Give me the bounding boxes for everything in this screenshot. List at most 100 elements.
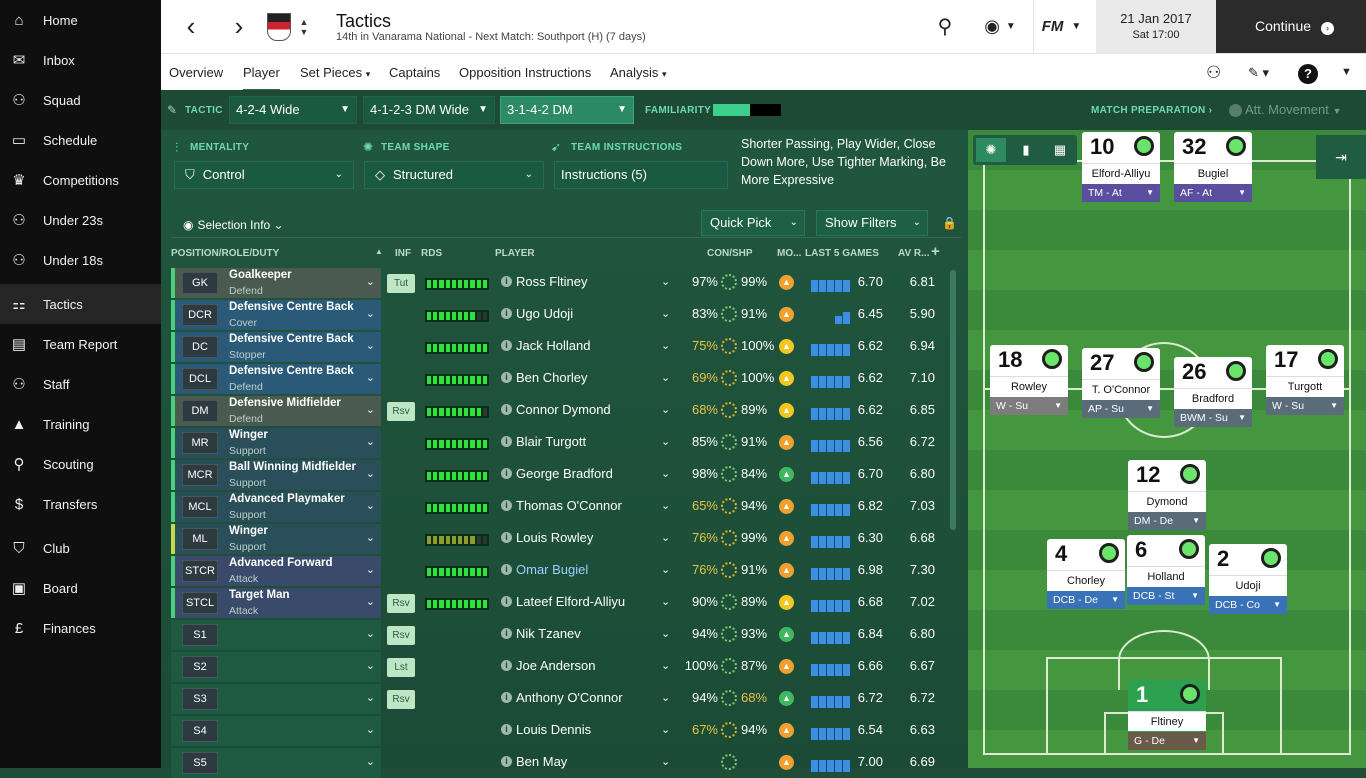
position-cell[interactable]: S5 ⌄ <box>171 748 381 778</box>
info-icon[interactable]: i <box>501 404 512 415</box>
table-row[interactable]: MCL Advanced Playmaker Support ⌄ i Thomas O'C… <box>171 491 957 522</box>
player-name[interactable]: Thomas O'Connor <box>516 498 622 513</box>
table-row[interactable]: DCL Defensive Centre Back Defend ⌄ i Ben Chor… <box>171 363 957 394</box>
tactic-slot-1[interactable]: 4-2-4 Wide ▼ <box>229 96 357 124</box>
role-select[interactable]: AP - Su ▼ <box>1082 400 1160 418</box>
player-name[interactable]: Connor Dymond <box>516 402 611 417</box>
table-row[interactable]: MCR Ball Winning Midfielder Support ⌄ i Georg… <box>171 459 957 490</box>
info-icon[interactable]: i <box>501 532 512 543</box>
role-select[interactable]: DCB - Co ▼ <box>1209 596 1287 614</box>
chevron-down-icon[interactable]: ⌄ <box>365 468 375 480</box>
team-instructions-button[interactable]: Instructions (5) <box>554 161 728 189</box>
info-icon[interactable]: i <box>501 308 512 319</box>
table-row[interactable]: DCR Defensive Centre Back Cover ⌄ i Ugo Udoji… <box>171 299 957 330</box>
pitch-player-card[interactable]: 4 Chorley DCB - De ▼ <box>1047 539 1125 609</box>
chevron-down-icon[interactable]: ⌄ <box>365 628 375 640</box>
header-player[interactable]: PLAYER <box>495 248 535 259</box>
table-row[interactable]: STCL Target Man Attack ⌄ Rsv i Lateef Elford-A… <box>171 587 957 618</box>
position-cell[interactable]: S2 ⌄ <box>171 652 381 682</box>
role-select[interactable]: BWM - Su ▼ <box>1174 409 1252 427</box>
continue-button[interactable]: Continue › <box>1216 0 1366 53</box>
player-name[interactable]: Jack Holland <box>516 338 591 353</box>
chevron-down-icon[interactable]: ⌄ <box>661 660 671 672</box>
table-row[interactable]: MR Winger Support ⌄ i Blair Turgott ⌄ 85% 91% ▲ 6.… <box>171 427 957 458</box>
chevron-down-icon[interactable]: ⌄ <box>661 308 671 320</box>
sidebar-item-tactics[interactable]: ⚏ Tactics <box>0 284 161 324</box>
position-cell[interactable]: STCR Advanced Forward Attack ⌄ <box>171 556 381 586</box>
sidebar-item-club[interactable]: ⛉ Club <box>0 528 161 568</box>
chevron-down-icon[interactable]: ⌄ <box>365 564 375 576</box>
grid-view-icon[interactable]: ▦ <box>1053 142 1067 157</box>
header-con-shp[interactable]: CON/SHP <box>707 248 753 259</box>
chevron-down-icon[interactable]: ⌄ <box>661 372 671 384</box>
info-icon[interactable]: i <box>501 628 512 639</box>
player-name[interactable]: Ben May <box>516 754 568 769</box>
header-rds[interactable]: RDS <box>421 248 443 259</box>
chevron-down-icon[interactable]: ⌄ <box>661 756 671 768</box>
chevron-down-icon[interactable]: ⌄ <box>365 756 375 768</box>
club-crest-icon[interactable] <box>265 0 293 53</box>
table-row[interactable]: ML Winger Support ⌄ i Louis Rowley ⌄ 76% 99% ▲ 6.3… <box>171 523 957 554</box>
selection-info-dropdown[interactable]: ◉ Selection Info ⌄ <box>183 218 284 232</box>
player-name[interactable]: Blair Turgott <box>516 434 587 449</box>
date-display[interactable]: 21 Jan 2017 Sat 17:00 <box>1096 0 1216 53</box>
role-select[interactable]: AF - At ▼ <box>1174 184 1252 202</box>
table-scrollbar[interactable] <box>950 270 956 530</box>
chevron-down-icon[interactable]: ⌄ <box>661 596 671 608</box>
info-icon[interactable]: i <box>501 596 512 607</box>
position-cell[interactable]: DCR Defensive Centre Back Cover ⌄ <box>171 300 381 330</box>
familiarity-bar[interactable] <box>713 104 781 116</box>
info-icon[interactable]: i <box>501 436 512 447</box>
position-cell[interactable]: MR Winger Support ⌄ <box>171 428 381 458</box>
chevron-down-icon[interactable]: ⌄ <box>661 340 671 352</box>
chevron-down-icon[interactable]: ⌄ <box>365 404 375 416</box>
role-select[interactable]: G - De ▼ <box>1128 732 1206 750</box>
sidebar-item-staff[interactable]: ⚇ Staff <box>0 364 161 404</box>
lock-icon[interactable]: 🔒 <box>942 216 957 230</box>
info-icon[interactable]: i <box>501 372 512 383</box>
role-select[interactable]: W - Su ▼ <box>1266 397 1344 415</box>
position-cell[interactable]: DM Defensive Midfielder Defend ⌄ <box>171 396 381 426</box>
chevron-down-icon[interactable]: ⌄ <box>661 692 671 704</box>
position-cell[interactable]: MCR Ball Winning Midfielder Support ⌄ <box>171 460 381 490</box>
header-avr[interactable]: AV R... <box>898 248 930 259</box>
pitch-player-card[interactable]: 10 Elford-Alliyu TM - At ▼ <box>1082 132 1160 202</box>
tab-player[interactable]: Player <box>243 54 280 91</box>
info-icon[interactable]: i <box>501 692 512 703</box>
sidebar-item-schedule[interactable]: ▭ Schedule <box>0 120 161 160</box>
player-name[interactable]: Joe Anderson <box>516 658 596 673</box>
tab-set-pieces[interactable]: Set Pieces ▾ <box>300 65 371 80</box>
club-switch-icon[interactable]: ▲ ▼ <box>299 16 309 37</box>
info-icon[interactable]: i <box>501 756 512 767</box>
info-icon[interactable]: i <box>501 276 512 287</box>
sidebar-item-squad[interactable]: ⚇ Squad <box>0 80 161 120</box>
match-preparation-link[interactable]: MATCH PREPARATION › <box>1091 105 1213 116</box>
sort-asc-icon[interactable]: ▲ <box>375 247 383 256</box>
pitch-player-card[interactable]: 12 Dymond DM - De ▼ <box>1128 460 1206 530</box>
chevron-down-icon[interactable]: ⌄ <box>661 628 671 640</box>
more-chevron-icon[interactable]: ▼ <box>1341 66 1352 78</box>
chevron-down-icon[interactable]: ⌄ <box>661 468 671 480</box>
role-select[interactable]: DCB - St ▼ <box>1127 587 1205 605</box>
info-icon[interactable]: i <box>501 500 512 511</box>
position-cell[interactable]: ML Winger Support ⌄ <box>171 524 381 554</box>
sidebar-item-competitions[interactable]: ♛ Competitions <box>0 160 161 200</box>
pitch-player-card[interactable]: 17 Turgott W - Su ▼ <box>1266 345 1344 415</box>
chevron-down-icon[interactable]: ⌄ <box>365 596 375 608</box>
bar-chart-icon[interactable]: ▮ <box>1022 142 1030 157</box>
team-shape-select[interactable]: ◇ Structured ⌄ <box>364 161 544 189</box>
position-cell[interactable]: DCL Defensive Centre Back Defend ⌄ <box>171 364 381 394</box>
player-name[interactable]: Anthony O'Connor <box>516 690 623 705</box>
pitch-player-card[interactable]: 27 T. O'Connor AP - Su ▼ <box>1082 348 1160 418</box>
position-cell[interactable]: STCL Target Man Attack ⌄ <box>171 588 381 618</box>
add-column-icon[interactable]: + <box>931 243 940 260</box>
table-row[interactable]: STCR Advanced Forward Attack ⌄ i Omar Bugiel ⌄… <box>171 555 957 586</box>
back-arrow-icon[interactable]: ‹ <box>186 11 196 41</box>
tab-captains[interactable]: Captains <box>389 65 441 80</box>
chevron-down-icon[interactable]: ⌄ <box>661 436 671 448</box>
show-filters-button[interactable]: Show Filters ⌄ <box>816 210 928 236</box>
chevron-down-icon[interactable]: ⌄ <box>661 532 671 544</box>
pitch-player-card[interactable]: 6 Holland DCB - St ▼ <box>1127 535 1205 605</box>
search-icon[interactable]: ⚲ <box>937 16 953 38</box>
player-name[interactable]: Ross Fltiney <box>516 274 588 289</box>
